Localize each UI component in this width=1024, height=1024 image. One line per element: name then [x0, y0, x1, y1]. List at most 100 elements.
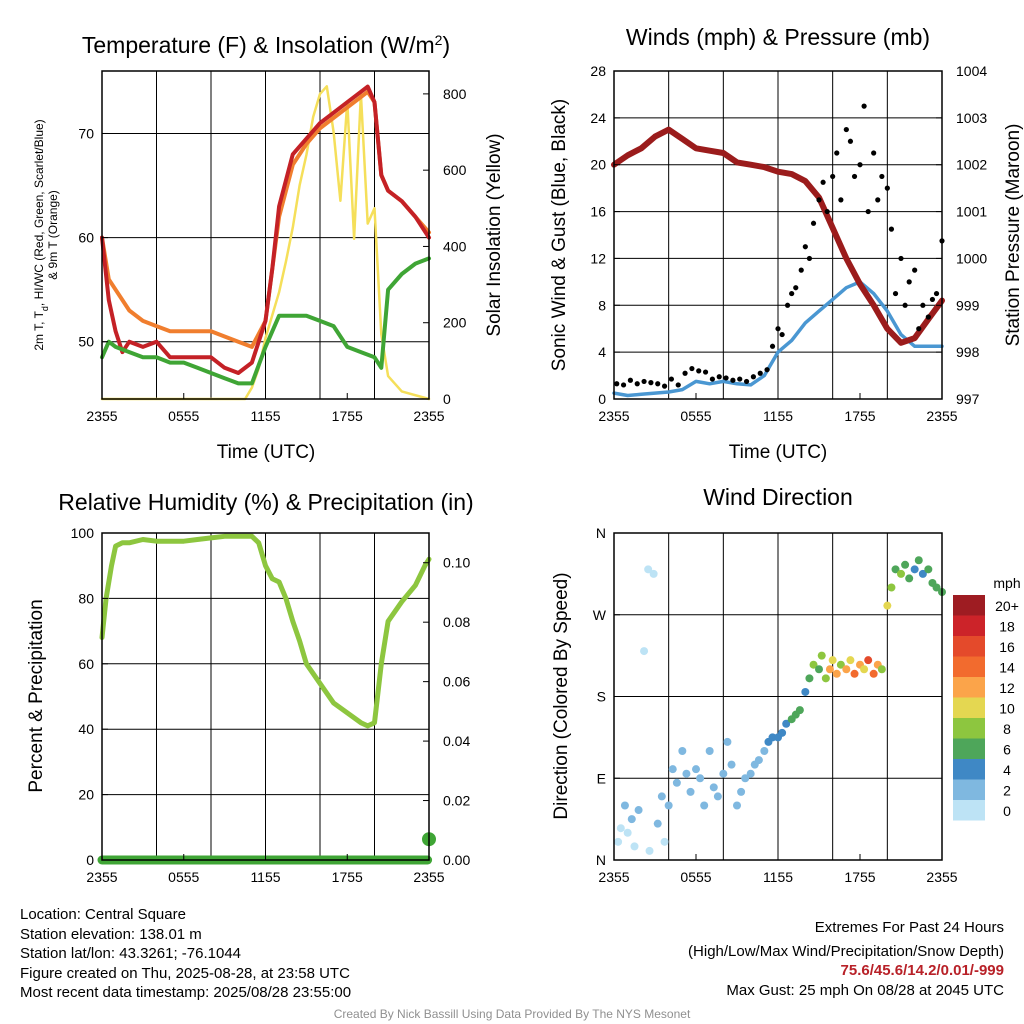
direction-point: [754, 756, 763, 765]
figure-created: Figure created on Thu, 2025-08-28, at 23…: [20, 964, 350, 982]
gust-point: [689, 365, 695, 372]
x-tick-label: 2355: [413, 869, 444, 885]
gust-point: [838, 197, 844, 203]
gust-point: [916, 326, 922, 332]
gust-point: [793, 285, 799, 291]
winds-xlabel: Time (UTC): [729, 442, 828, 463]
station-elevation: Station elevation: 138.01 m: [20, 925, 202, 943]
gust-point: [888, 226, 895, 232]
x-tick-label: 2355: [598, 869, 629, 885]
gust-point: [925, 314, 931, 320]
gust-point: [634, 381, 640, 387]
direction-point: [760, 747, 769, 755]
y-right-tick-label: 0.10: [443, 555, 470, 571]
y-right-tick-label: 600: [443, 162, 467, 178]
y-right-tick-label: 1002: [956, 157, 987, 173]
gust-point: [933, 290, 940, 297]
gust-point: [737, 376, 743, 382]
direction-point: [713, 792, 722, 801]
direction-panel: Wind Direction 2355 0555 1155 1755 2355NESWN…: [551, 484, 1021, 885]
direction-point: [817, 651, 826, 660]
x-tick-label: 0555: [168, 408, 199, 424]
station-latlon: Station lat/lon: 43.3261; -76.1044: [20, 945, 242, 962]
direction-ylabel-left: Direction (Colored By Speed): [551, 572, 572, 819]
direction-point: [653, 819, 662, 828]
gust-point: [798, 267, 804, 273]
direction-point: [627, 815, 636, 824]
direction-point: [733, 801, 741, 810]
legend-label: 16: [999, 639, 1015, 655]
gust-point: [764, 367, 770, 373]
direction-point: [914, 556, 923, 565]
winds-ylabel-right: Station Pressure (Maroon): [1003, 124, 1024, 347]
temperature-ylabel-left-line2: & 9m T (Orange): [46, 190, 60, 280]
temperature-series: [100, 84, 431, 401]
legend-label: 20+: [995, 598, 1019, 614]
x-tick-label: 1755: [844, 869, 875, 885]
y-left-tick-label: 8: [598, 297, 606, 313]
temp-2m-line: [100, 84, 431, 375]
temperature-panel: Temperature (F) & Insolation (W/m2) 2355…: [32, 32, 505, 463]
direction-point: [877, 665, 886, 674]
legend-label: 0: [1003, 803, 1011, 819]
y-left-tick-label: N: [596, 525, 606, 541]
direction-point: [901, 560, 910, 569]
gust-point: [614, 381, 620, 387]
gust-point: [902, 302, 908, 308]
direction-point: [815, 665, 823, 674]
direction-point: [668, 765, 677, 774]
gust-point: [682, 370, 688, 376]
y-right-tick-label: 1000: [956, 250, 987, 266]
direction-point: [836, 660, 845, 669]
insolation-line: [100, 85, 431, 401]
legend-swatch: [953, 697, 985, 718]
temperature-ylabel-left-a: 2m T, T: [32, 310, 46, 350]
legend-swatch: [953, 738, 985, 759]
gust-point: [716, 374, 722, 380]
legend-swatch: [953, 595, 985, 616]
gust-point: [723, 375, 729, 381]
x-tick-label: 2355: [926, 869, 957, 885]
legend-swatch: [953, 636, 985, 657]
direction-point: [741, 774, 750, 783]
direction-point: [692, 765, 700, 774]
winds-ylabel-left: Sonic Wind & Gust (Blue, Black): [549, 99, 570, 371]
direction-point: [897, 569, 905, 578]
y-left-tick-label: 12: [590, 250, 606, 266]
credit-line: Created By Nick Bassill Using Data Provi…: [333, 1007, 691, 1021]
y-right-tick-label: 1004: [956, 63, 987, 79]
gust-point: [743, 378, 750, 385]
x-tick-label: 0555: [168, 869, 199, 885]
gust-point: [920, 302, 926, 308]
gust-point: [929, 296, 936, 303]
y-left-tick-label: 50: [78, 334, 94, 350]
y-left-tick-label: 0: [598, 391, 606, 407]
gust-point: [730, 377, 736, 383]
y-right-tick-label: 200: [443, 315, 467, 331]
legend-title: mph: [993, 575, 1020, 591]
humidity-ticks: 2355 0555 1155 1755 23550204060801000.000.02…: [71, 525, 471, 885]
legend-swatch: [953, 677, 985, 698]
direction-point: [634, 806, 643, 815]
legend-label: 18: [999, 619, 1015, 635]
winds-panel: Winds (mph) & Pressure (mb) 2355 0555 1155…: [549, 24, 1024, 463]
direction-point: [932, 583, 941, 592]
gust-point: [779, 331, 785, 338]
direction-point: [620, 801, 629, 810]
humidity-panel: Relative Humidity (%) & Precipitation (i…: [26, 489, 474, 885]
direction-point: [869, 669, 878, 678]
gust-point: [775, 326, 781, 332]
station-location: Location: Central Square: [20, 906, 186, 923]
gust-point: [806, 255, 813, 262]
y-left-tick-label: 20: [590, 157, 606, 173]
x-tick-label: 1155: [250, 869, 280, 885]
legend-label: 2: [1003, 783, 1011, 799]
legend-swatch: [953, 800, 985, 821]
gust-point: [834, 150, 840, 156]
direction-point: [705, 747, 714, 755]
gust-point: [906, 279, 912, 285]
winds-ticks: 2355 0555 1155 1755 235504812162024289979989…: [590, 63, 987, 424]
gust-point: [750, 374, 757, 380]
winds-series: [611, 103, 945, 398]
